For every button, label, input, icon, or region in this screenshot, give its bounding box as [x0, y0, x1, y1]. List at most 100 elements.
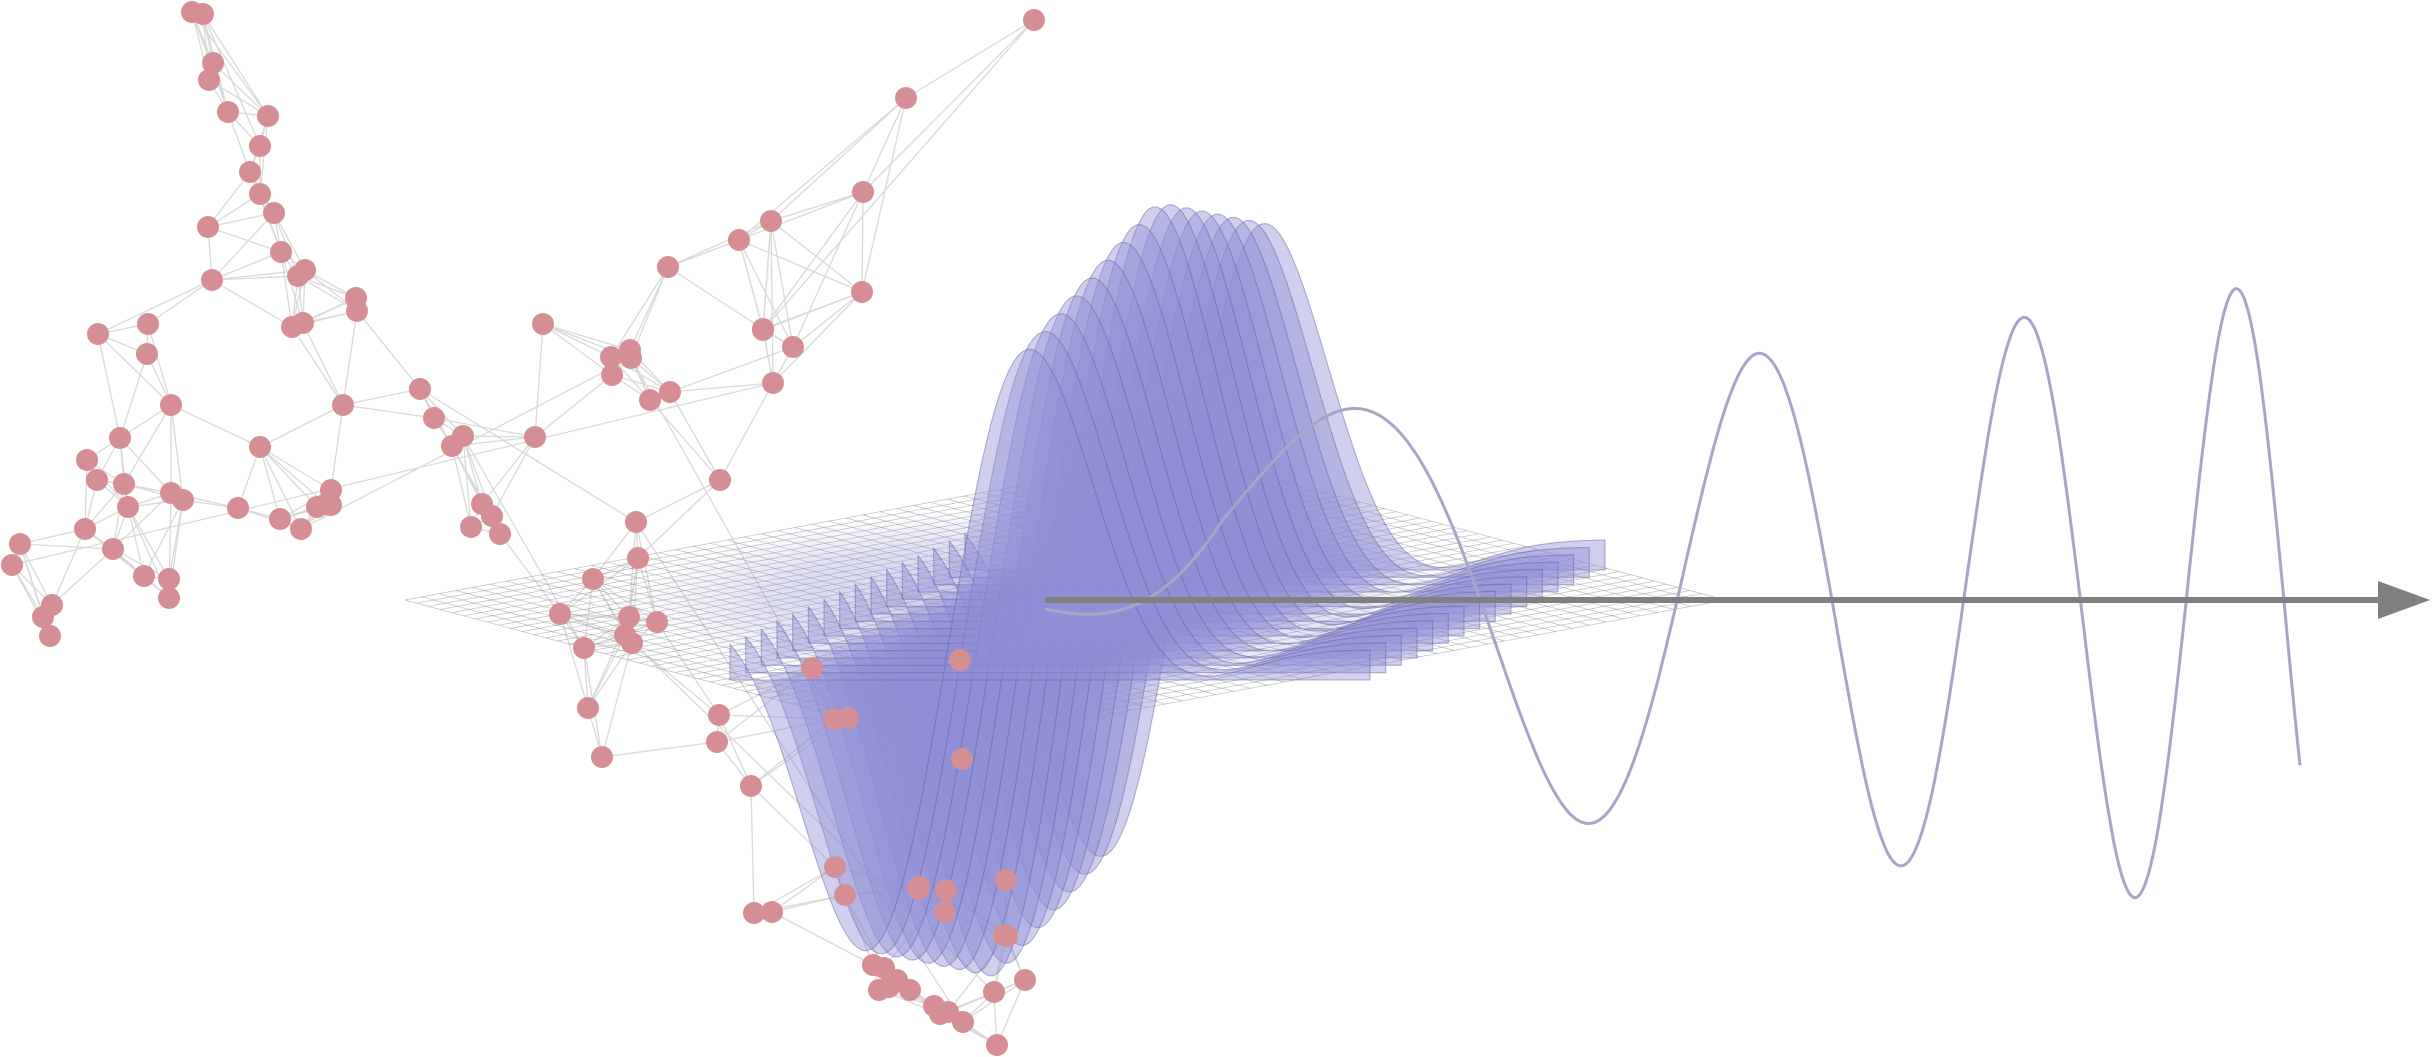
graph-node [752, 319, 774, 341]
graph-edge [19, 543, 114, 550]
graph-edge [667, 239, 740, 268]
graph-edge [669, 391, 721, 481]
graph-node [934, 901, 956, 923]
graph-edge [847, 717, 963, 760]
graph-node [740, 775, 762, 797]
graph-node [760, 210, 782, 232]
graph-node [489, 523, 511, 545]
graph-edge [771, 866, 836, 913]
graph-edge [738, 239, 764, 331]
wave-surface-band [823, 241, 1465, 971]
graph-node [601, 364, 623, 386]
graph-node [441, 435, 463, 457]
graph-edge [259, 446, 327, 505]
graph-node [102, 538, 124, 560]
graph-edge [127, 506, 145, 577]
graph-edge [330, 404, 344, 491]
graph-node [198, 69, 220, 91]
graph-node [591, 746, 613, 768]
graph-edge [211, 251, 282, 281]
graph-node [949, 649, 971, 671]
graph-edge [259, 446, 281, 520]
graph-edge [170, 404, 261, 448]
graph-edge [792, 291, 863, 348]
wave-surface-band [948, 219, 1590, 875]
graph-edge [119, 437, 172, 494]
wave-surface-band [901, 210, 1543, 929]
wave-surface-band [729, 348, 1371, 952]
graph-node [762, 372, 784, 394]
graph-edge [212, 62, 269, 117]
graph-node [577, 697, 599, 719]
graph-edge [762, 19, 1035, 331]
wave-surface-band [964, 223, 1606, 857]
graph-node [621, 632, 643, 654]
graph-node [761, 901, 783, 923]
grid-line [1100, 470, 1641, 617]
graph-edge [51, 548, 114, 606]
graph-node [320, 494, 342, 516]
graph-node [728, 229, 750, 251]
graph-edge [762, 220, 772, 331]
graph-edge [19, 528, 86, 545]
graph-edge [147, 279, 213, 325]
graph-edge [917, 879, 1007, 890]
graph-edge [211, 212, 275, 281]
wave-surface-band [745, 331, 1387, 955]
grid-line [933, 596, 1714, 743]
graph-edge [84, 459, 88, 530]
graph-edge [718, 667, 813, 716]
graph-node [249, 436, 271, 458]
graph-edge [750, 718, 835, 787]
grid-line [1167, 457, 1709, 604]
arrow-right-icon [2378, 581, 2430, 619]
graph-node [332, 394, 354, 416]
graph-node [852, 181, 874, 203]
graph-edge [961, 758, 1007, 881]
graph-edge [11, 382, 774, 566]
graph-node [202, 52, 224, 74]
graph-edge [542, 323, 613, 376]
grid-line [1184, 454, 1726, 601]
graph-node [625, 511, 647, 533]
graph-edge [601, 642, 633, 758]
graph-node [899, 979, 921, 1001]
graph-edge [844, 894, 874, 966]
graph-edge [587, 642, 633, 709]
graph-edge [143, 499, 184, 577]
graph-node [937, 1001, 959, 1023]
graph-node [657, 256, 679, 278]
graph-edge [762, 191, 864, 330]
graph-node [9, 533, 31, 555]
graph-edge [559, 613, 589, 709]
graph-node [619, 339, 641, 361]
graph-edge [19, 543, 53, 606]
graph-node [160, 394, 182, 416]
graph-edge [534, 374, 613, 438]
graph-edge [716, 667, 813, 743]
graph-edge [342, 388, 421, 406]
graph-node [1, 554, 23, 576]
graph-node [172, 489, 194, 511]
graph-edge [259, 446, 332, 491]
graph-edge [433, 417, 536, 438]
graph-node [995, 869, 1017, 891]
graph-node [646, 611, 668, 633]
graph-edge [883, 889, 947, 969]
graph-edge [462, 435, 536, 438]
graph-edge [542, 323, 612, 358]
graph-edge [738, 191, 864, 241]
graph-node [983, 981, 1005, 1003]
graph-node [582, 568, 604, 590]
graph-edge [770, 220, 774, 384]
graph-edge [861, 97, 907, 293]
graph-edge [592, 521, 637, 580]
graph-node [834, 884, 856, 906]
graph-node [281, 316, 303, 338]
graph-node [239, 161, 261, 183]
graph-edge [481, 436, 536, 505]
graph-edge [792, 191, 864, 348]
signal-waveform [1044, 287, 2302, 900]
graph-node [158, 587, 180, 609]
